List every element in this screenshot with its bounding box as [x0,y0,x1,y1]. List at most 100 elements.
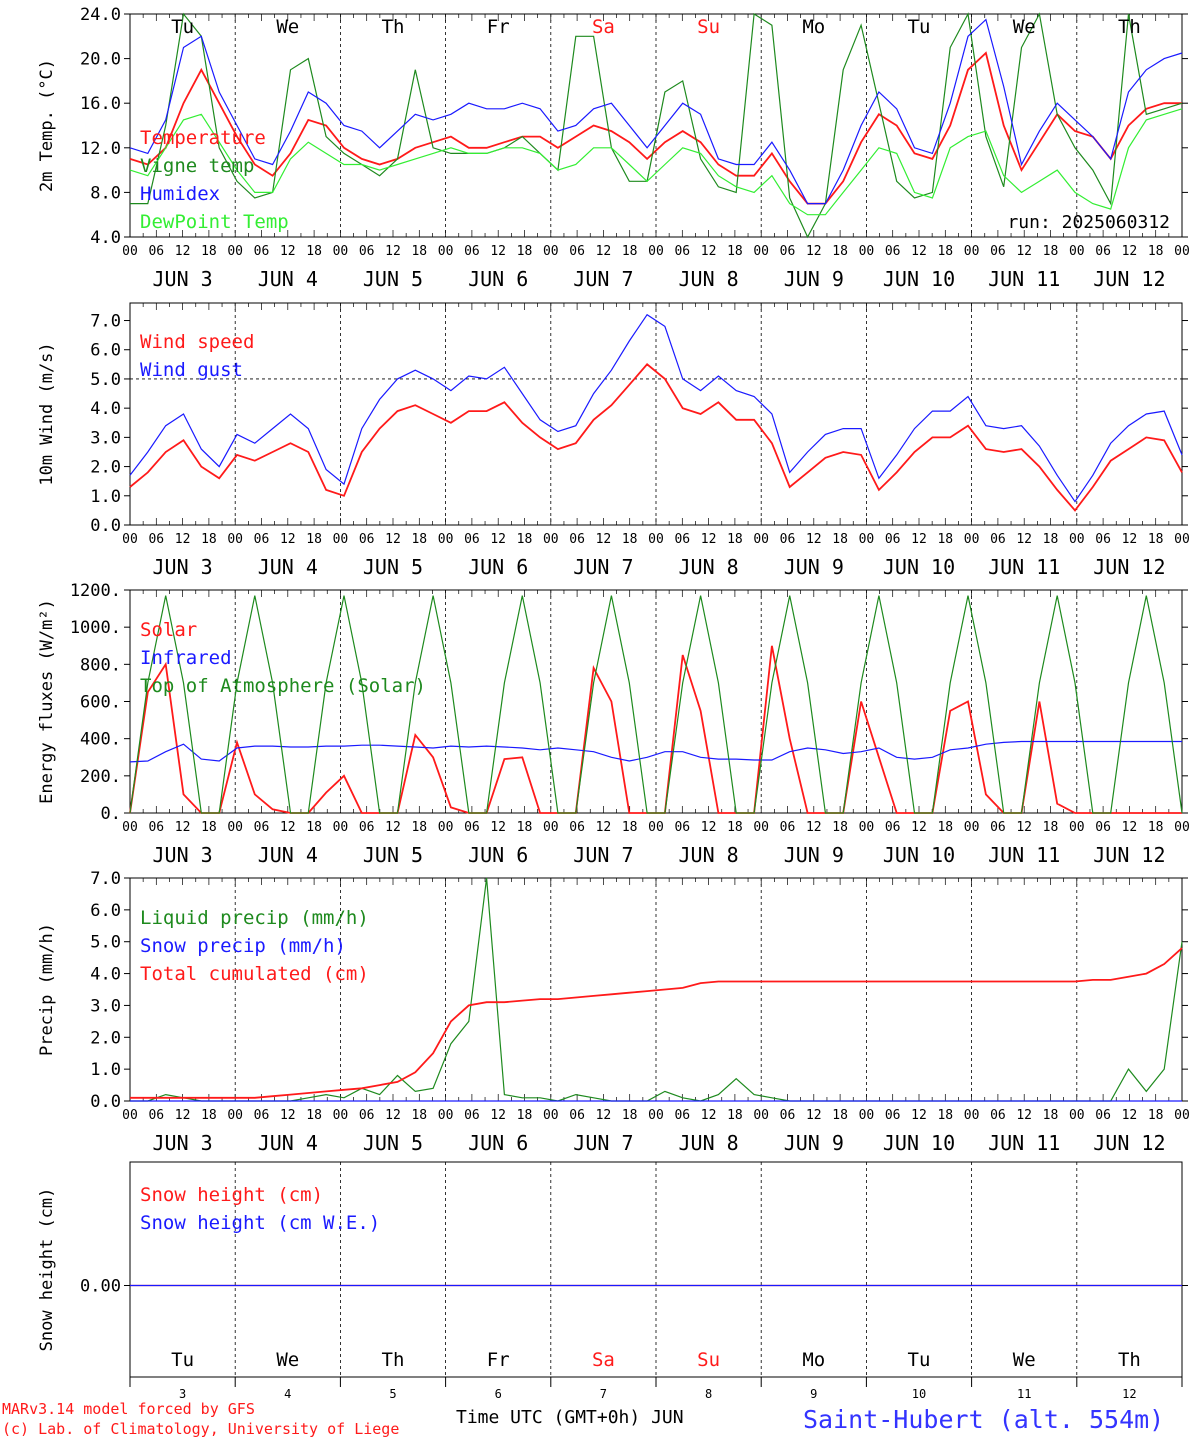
day-number: 9 [810,1387,817,1401]
hour-tick-label: 12 [280,820,296,835]
date-label: JUN 12 [1093,843,1165,867]
y-axis-label: Precip (mm/h) [37,923,57,1056]
hour-tick-label: 18 [622,532,638,547]
plot-frame [129,589,1183,814]
hour-tick-label: 00 [753,244,769,259]
hour-tick-label: 00 [648,244,664,259]
hour-tick-label: 18 [727,820,743,835]
hour-tick-label: 00 [859,1108,875,1123]
hour-tick-label: 12 [1122,532,1138,547]
station-label: Saint-Hubert (alt. 554m) [803,1405,1164,1434]
hour-tick-label: 06 [569,1108,585,1123]
series-line [129,18,1183,205]
hour-tick-label: 12 [1016,1108,1032,1123]
day-name: Su [697,1349,720,1371]
hour-tick-label: 00 [122,820,138,835]
hour-tick-label: 06 [359,244,375,259]
date-label: JUN 11 [988,267,1060,291]
series-line [129,313,1183,503]
y-tick-label: 24.0 [80,5,121,25]
hour-tick-label: 06 [569,244,585,259]
hour-tick-label: 18 [832,820,848,835]
hour-tick-label: 12 [701,244,717,259]
y-tick-label: 7.0 [90,869,121,889]
y-tick-label: 0.0 [90,1092,121,1112]
date-label: JUN 12 [1093,267,1165,291]
hour-tick-label: 18 [727,532,743,547]
hour-tick-label: 06 [885,532,901,547]
day-number: 3 [179,1387,186,1401]
hour-tick-label: 12 [280,244,296,259]
hour-tick-label: 00 [543,532,559,547]
day-name: Fr [487,16,510,38]
hour-tick-label: 18 [517,1108,533,1123]
hour-tick-label: 06 [254,532,270,547]
y-tick-label: 4.0 [90,228,121,248]
hour-tick-label: 00 [227,532,243,547]
legend-entry: Snow height (cm W.E.) [140,1212,380,1234]
date-label: JUN 9 [784,267,844,291]
series-line [129,108,1183,216]
y-tick-label: 0. [101,804,121,824]
model-credit-line2: (c) Lab. of Climatology, University of L… [2,1420,399,1438]
hour-tick-label: 12 [596,244,612,259]
date-label: JUN 5 [363,843,423,867]
legend-entry: Snow height (cm) [140,1184,323,1206]
hour-tick-label: 06 [464,532,480,547]
plot-frame [129,13,1183,238]
hour-tick-label: 18 [201,244,217,259]
hour-tick-label: 12 [806,244,822,259]
hour-tick-label: 18 [1043,532,1059,547]
date-label: JUN 8 [678,1131,738,1155]
hour-tick-label: 00 [1069,244,1085,259]
hour-tick-label: 06 [148,532,164,547]
hour-tick-label: 12 [806,820,822,835]
date-label: JUN 8 [678,555,738,579]
hour-tick-label: 18 [201,820,217,835]
hour-tick-label: 00 [1174,244,1190,259]
hour-tick-label: 06 [148,244,164,259]
date-label: JUN 8 [678,843,738,867]
day-name: Mo [802,1349,825,1371]
hour-tick-label: 12 [175,1108,191,1123]
day-name: We [276,16,299,38]
date-label: JUN 11 [988,555,1060,579]
hour-tick-label: 18 [306,1108,322,1123]
hour-tick-label: 00 [648,820,664,835]
hour-tick-label: 06 [674,532,690,547]
day-name: Tu [171,1349,194,1371]
day-name: We [1013,16,1036,38]
hour-tick-label: 12 [175,244,191,259]
day-name: Fr [487,1349,510,1371]
hour-tick-label: 06 [674,820,690,835]
footer: MARv3.14 model forced by GFS (c) Lab. of… [2,1400,1164,1438]
series-line [130,12,1183,239]
date-label: JUN 6 [468,1131,528,1155]
hour-tick-label: 12 [490,244,506,259]
date-label: JUN 3 [152,1131,212,1155]
hour-tick-label: 00 [543,244,559,259]
hour-tick-label: 18 [832,1108,848,1123]
day-name: Tu [908,1349,931,1371]
hour-tick-label: 18 [727,244,743,259]
hour-tick-label: 06 [1095,1108,1111,1123]
hour-tick-label: 12 [701,532,717,547]
hour-tick-label: 06 [359,532,375,547]
hour-tick-label: 12 [911,820,927,835]
legend-entry: Liquid precip (mm/h) [140,907,369,929]
y-axis-label: 2m Temp. (°C) [37,59,57,192]
hour-tick-label: 00 [753,820,769,835]
series-line [129,363,1183,512]
hour-tick-label: 06 [1095,820,1111,835]
hour-tick-label: 18 [201,532,217,547]
y-tick-label: 7.0 [90,312,121,332]
y-tick-label: 2.0 [90,1028,121,1048]
day-name: Tu [908,16,931,38]
hour-tick-label: 06 [359,820,375,835]
hour-tick-label: 06 [780,820,796,835]
date-label: JUN 5 [363,1131,423,1155]
hour-tick-label: 06 [464,1108,480,1123]
hour-tick-label: 18 [1148,532,1164,547]
day-name: Su [697,16,720,38]
hour-tick-label: 06 [780,532,796,547]
